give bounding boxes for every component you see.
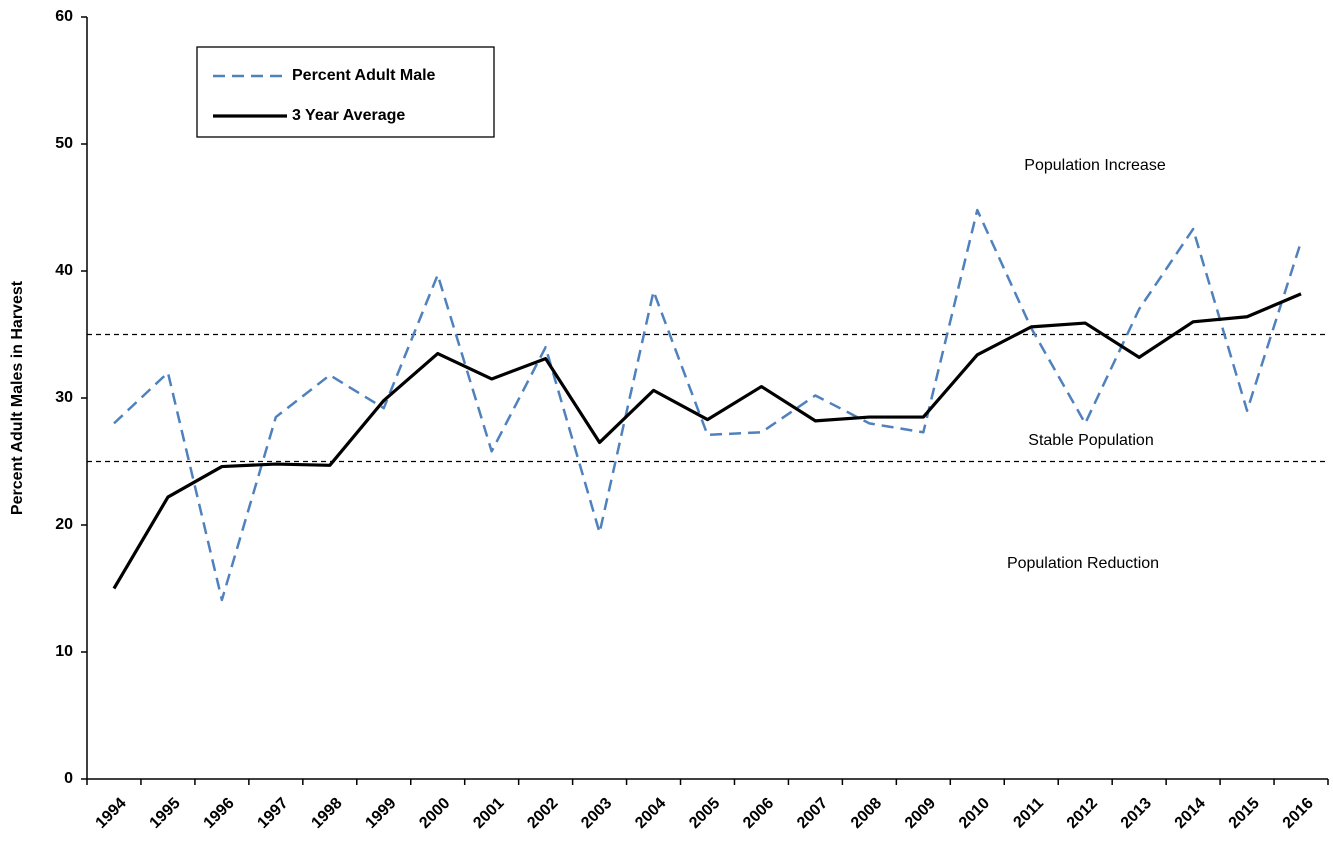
x-tick-label: 2009 xyxy=(902,795,939,832)
x-tick-label: 1997 xyxy=(254,795,291,832)
x-tick-label: 2012 xyxy=(1064,795,1101,832)
annotation: Population Reduction xyxy=(1007,555,1159,572)
y-tick-label: 20 xyxy=(55,516,73,533)
x-tick-label: 2013 xyxy=(1118,795,1155,832)
annotation: Population Increase xyxy=(1024,157,1166,174)
x-tick-label: 2000 xyxy=(416,795,453,832)
x-tick-label: 2016 xyxy=(1280,795,1317,832)
y-tick-label: 50 xyxy=(55,135,73,152)
y-tick-label: 60 xyxy=(55,8,73,25)
x-tick-label: 2007 xyxy=(794,795,831,832)
x-tick-label: 1999 xyxy=(362,795,399,832)
x-tick-label: 2002 xyxy=(524,795,561,832)
legend-label: 3 Year Average xyxy=(292,107,405,124)
legend-label: Percent Adult Male xyxy=(292,67,436,84)
x-tick-label: 2003 xyxy=(578,795,615,832)
x-tick-label: 1994 xyxy=(93,795,130,832)
x-tick-label: 1996 xyxy=(201,795,238,832)
y-tick-label: 0 xyxy=(64,770,73,787)
x-tick-label: 2014 xyxy=(1172,795,1209,832)
x-tick-label: 1998 xyxy=(308,795,345,832)
x-tick-label: 2008 xyxy=(848,795,885,832)
legend-box xyxy=(196,46,495,138)
x-tick-label: 2005 xyxy=(686,795,723,832)
legend: Percent Adult Male 3 Year Average xyxy=(196,46,495,138)
x-tick-label: 2001 xyxy=(470,795,507,832)
y-tick-label: 10 xyxy=(55,643,73,660)
y-tick-label: 40 xyxy=(55,262,73,279)
series-line xyxy=(112,292,1302,590)
y-tick-label: 30 xyxy=(55,389,73,406)
x-tick-label: 1995 xyxy=(147,795,184,832)
x-tick-label: 2011 xyxy=(1010,795,1047,832)
series-line xyxy=(113,208,1303,602)
x-tick-label: 2004 xyxy=(632,795,669,832)
x-tick-label: 2010 xyxy=(956,795,993,832)
annotation: Stable Population xyxy=(1028,432,1153,449)
x-tick-label: 2015 xyxy=(1226,795,1263,832)
y-axis-label: Percent Adult Males in Harvest xyxy=(9,280,26,515)
x-tick-label: 2006 xyxy=(740,795,777,832)
